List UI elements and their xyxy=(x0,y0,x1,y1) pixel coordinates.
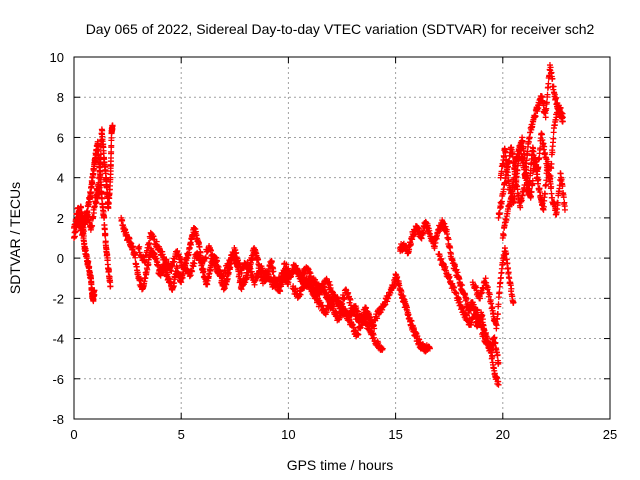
data-point xyxy=(326,278,333,285)
data-point xyxy=(191,260,198,267)
data-point xyxy=(72,228,79,235)
data-point xyxy=(270,268,277,275)
data-point xyxy=(99,127,106,134)
axis-ticks: 0 5 10 15 20 25 -8 -6 -4 -2 0 2 4 6 8 10 xyxy=(50,50,618,442)
data-point xyxy=(105,267,112,274)
data-point xyxy=(108,142,115,149)
data-point xyxy=(155,262,162,269)
data-point xyxy=(207,247,214,254)
data-point xyxy=(109,122,116,129)
data-point xyxy=(248,268,255,275)
data-point xyxy=(91,287,98,294)
data-point xyxy=(355,331,362,338)
data-point xyxy=(98,137,105,144)
data-point xyxy=(223,267,230,274)
data-point xyxy=(178,256,185,263)
data-point xyxy=(97,151,104,158)
data-point xyxy=(264,270,271,277)
data-point xyxy=(137,276,144,283)
data-point xyxy=(96,184,103,191)
data-point xyxy=(105,200,112,207)
data-point xyxy=(211,255,218,262)
y-tick-label: 8 xyxy=(57,90,64,105)
x-axis-label: GPS time / hours xyxy=(287,457,394,473)
y-axis-label: SDTVAR / TECUs xyxy=(7,182,23,294)
chart-title: Day 065 of 2022, Sidereal Day-to-day VTE… xyxy=(86,21,595,37)
y-tick-label: 4 xyxy=(57,171,64,186)
y-tick-label: -6 xyxy=(52,372,64,387)
data-point xyxy=(130,243,137,250)
data-point xyxy=(159,251,166,258)
data-point xyxy=(200,268,207,275)
y-tick-label: 2 xyxy=(57,211,64,226)
data-point xyxy=(280,273,287,280)
data-point xyxy=(363,304,370,311)
data-point xyxy=(89,222,96,229)
data-point xyxy=(136,243,143,250)
data-point xyxy=(189,268,196,275)
data-point xyxy=(249,271,256,278)
data-point xyxy=(89,180,96,187)
data-point xyxy=(142,259,149,266)
data-point xyxy=(164,271,171,278)
data-point xyxy=(101,214,108,221)
data-point xyxy=(330,303,337,310)
y-tick-label: -4 xyxy=(52,332,64,347)
data-point xyxy=(146,240,153,247)
x-tick-label: 5 xyxy=(178,427,185,442)
data-point xyxy=(365,320,372,327)
data-point xyxy=(292,285,299,292)
y-tick-label: 0 xyxy=(57,251,64,266)
data-point xyxy=(268,258,275,265)
data-point xyxy=(153,238,160,245)
x-tick-label: 15 xyxy=(388,427,402,442)
y-tick-label: -8 xyxy=(52,412,64,427)
data-point xyxy=(347,296,354,303)
data-point xyxy=(87,190,94,197)
y-tick-label: 10 xyxy=(50,50,64,65)
x-tick-label: 10 xyxy=(281,427,295,442)
data-point xyxy=(247,265,254,272)
data-point xyxy=(209,251,216,258)
data-point xyxy=(382,301,389,308)
data-point xyxy=(374,315,381,322)
data-point xyxy=(93,199,100,206)
data-point xyxy=(107,283,114,290)
x-tick-label: 0 xyxy=(70,427,77,442)
data-point xyxy=(85,258,92,265)
data-point xyxy=(228,257,235,264)
x-tick-label: 20 xyxy=(496,427,510,442)
data-point xyxy=(107,168,114,175)
data-points xyxy=(71,62,568,388)
data-point xyxy=(80,228,87,235)
data-point xyxy=(102,231,109,238)
data-point xyxy=(188,241,195,248)
y-tick-label: 6 xyxy=(57,130,64,145)
data-point xyxy=(168,268,175,274)
x-tick-label: 25 xyxy=(603,427,617,442)
data-point xyxy=(221,273,228,280)
data-point xyxy=(132,254,139,261)
data-point xyxy=(90,209,97,216)
y-tick-label: -2 xyxy=(52,291,64,306)
data-point xyxy=(238,269,245,276)
data-point xyxy=(277,288,284,295)
data-point xyxy=(202,254,209,261)
data-point xyxy=(352,327,359,334)
